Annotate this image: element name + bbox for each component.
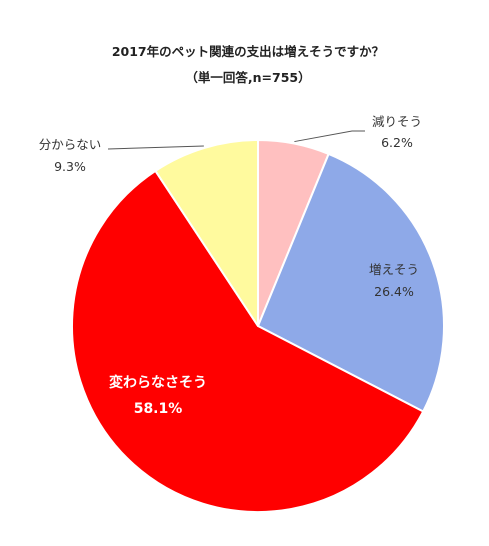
- slice-4-leader-line: [107, 145, 204, 150]
- pie-labels: 減りそう 6.2% 増えそう 26.4% 変わらなさそう 58.1% 分からない 9.3%: [39, 114, 422, 417]
- pie-slices: [71, 139, 445, 513]
- slice-3-label: 変わらなさそう: [109, 374, 207, 391]
- slice-2-value: 26.4%: [374, 284, 414, 299]
- slice-1-value: 6.2%: [381, 135, 413, 150]
- chart-title: 2017年のペット関連の支出は増えそうですか？: [112, 44, 384, 59]
- slice-1-label: 減りそう: [372, 114, 422, 129]
- slice-4: [154, 139, 259, 327]
- slice-4-label: 分からない: [39, 137, 102, 152]
- slice-1-leader-line: [294, 130, 365, 143]
- slice-2: [257, 152, 445, 413]
- slice-3-value: 58.1%: [134, 401, 183, 417]
- slice-3: [71, 169, 425, 513]
- slice-2-label: 増えそう: [369, 262, 419, 277]
- slice-4-value: 9.3%: [54, 159, 86, 174]
- chart-subtitle: （単一回答,n=755）: [185, 70, 310, 85]
